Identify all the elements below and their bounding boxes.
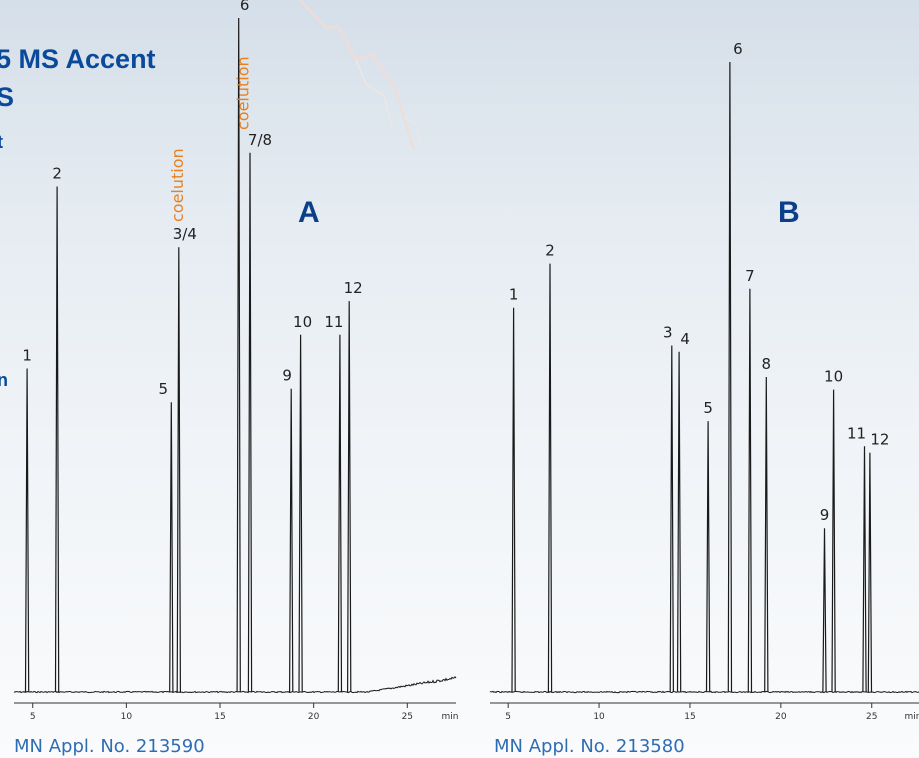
x-tick-label-b-10: 10 (593, 712, 605, 722)
peak-label-a-2: 2 (52, 165, 62, 183)
peak-a-6 (236, 17, 241, 693)
peak-label-b-11: 11 (847, 424, 866, 442)
x-tick-label-b-15: 15 (684, 712, 695, 722)
peak-label-a-12: 12 (344, 279, 363, 297)
x-axis-unit-b: min (905, 712, 919, 722)
peak-label-b-12: 12 (870, 431, 889, 449)
x-tick-label-a-10: 10 (121, 712, 133, 722)
peak-label-b-7: 7 (745, 267, 755, 285)
peak-b-10 (831, 389, 836, 693)
x-tick-label-a-20: 20 (308, 712, 320, 722)
x-axis-unit-a: min (442, 712, 459, 722)
chart-title-line1: 5 MS Accent (0, 44, 156, 74)
peak-label-b-10: 10 (824, 368, 843, 386)
peak-b-11 (862, 446, 867, 693)
panel-label-b: B (778, 196, 800, 229)
x-tick-label-a-15: 15 (214, 712, 225, 722)
peak-label-b-9: 9 (820, 506, 830, 524)
footer-appl-left: MN Appl. No. 213590 (14, 736, 205, 757)
peak-b-6 (727, 61, 733, 693)
peak-label-a-10: 10 (293, 313, 312, 331)
baseline-trace-a (13, 676, 457, 694)
peak-a-11 (337, 334, 343, 693)
peak-label-b-1: 1 (509, 286, 519, 304)
peak-b-4 (676, 351, 682, 693)
peak-a-5 (169, 402, 174, 693)
peak-b-5 (705, 421, 711, 693)
peak-b-9 (822, 528, 827, 693)
panel-label-a: A (298, 196, 320, 229)
x-tick-label-a-25: 25 (402, 712, 413, 722)
peak-b-7 (747, 288, 753, 693)
x-tick-label-b-20: 20 (775, 712, 787, 722)
peak-label-b-3: 3 (663, 324, 673, 342)
peak-label-a-3-4: 3/4 (173, 225, 197, 243)
chart-title-line2: S (0, 82, 15, 112)
peak-label-a-9: 9 (282, 367, 292, 385)
baseline-trace-b (489, 690, 919, 694)
peak-b-12 (867, 452, 873, 693)
peak-label-a-11: 11 (324, 313, 343, 331)
coelution-annotation-a-2: coelution (233, 56, 252, 130)
footer-appl-right: MN Appl. No. 213580 (494, 736, 685, 757)
peak-b-1 (511, 307, 516, 693)
peak-label-a-7-8: 7/8 (248, 131, 272, 149)
x-tick-label-b-5: 5 (505, 712, 511, 722)
side-mark-1: t (0, 132, 3, 153)
peak-a-2 (54, 186, 60, 693)
peak-a-1 (24, 368, 30, 693)
peak-b-3 (669, 345, 675, 693)
peak-label-a-1: 1 (22, 347, 32, 365)
peak-a-10 (298, 334, 303, 693)
peak-a-3-4 (176, 247, 181, 693)
peak-label-b-4: 4 (680, 330, 690, 348)
peak-b-2 (547, 263, 553, 693)
peak-a-12 (347, 301, 352, 693)
peak-b-8 (764, 376, 769, 693)
peak-a-7-8 (247, 152, 253, 693)
peak-label-b-2: 2 (545, 242, 555, 260)
coelution-annotation-a-1: coelution (168, 148, 187, 222)
peak-label-b-5: 5 (703, 399, 713, 417)
side-mark-2: n (0, 370, 8, 390)
peak-label-a-6: 6 (240, 0, 250, 14)
peak-a-9 (289, 388, 294, 693)
peak-label-a-5: 5 (159, 380, 169, 398)
x-tick-label-b-25: 25 (866, 712, 877, 722)
peak-label-b-8: 8 (762, 355, 772, 373)
x-tick-label-a-5: 5 (30, 712, 36, 722)
peak-label-b-6: 6 (733, 40, 743, 58)
